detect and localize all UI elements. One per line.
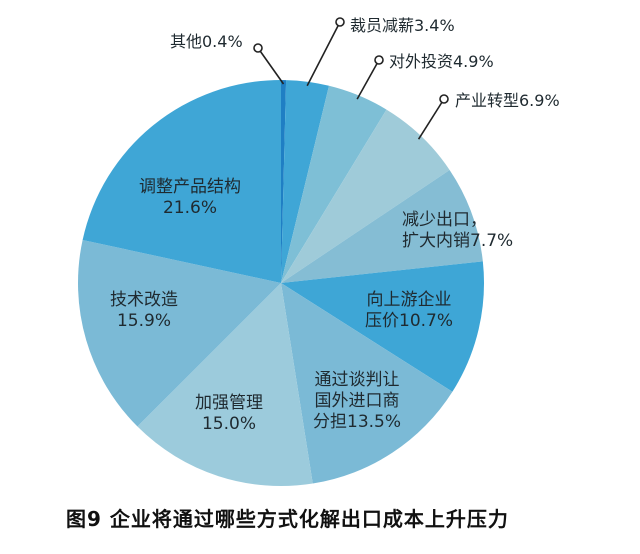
pie-slice: [281, 80, 287, 283]
leader-dot: [253, 43, 263, 53]
pie-slice: [137, 283, 313, 486]
pie-slice: [281, 85, 387, 283]
pie-slice: [281, 283, 453, 484]
label-invest: 对外投资4.9%: [389, 52, 494, 71]
leader-line: [417, 98, 445, 140]
leader-dot: [439, 94, 449, 104]
label-export: 减少出口， 扩大内销7.7%: [402, 210, 514, 251]
leader-line: [356, 59, 380, 100]
label-manage: 加强管理 15.0%: [195, 393, 263, 434]
label-upstream: 向上游企业 压价10.7%: [365, 290, 454, 331]
label-tech: 技术改造 15.9%: [110, 290, 178, 331]
label-transform: 产业转型6.9%: [455, 91, 560, 110]
label-other: 其他0.4%: [170, 32, 243, 51]
leader-dot: [374, 55, 384, 65]
pie-slice: [281, 80, 330, 283]
pie-slice: [281, 261, 484, 392]
leader-dot: [335, 17, 345, 27]
label-negotiate: 通过谈判让 国外进口商 分担13.5%: [313, 370, 402, 432]
pie-slice: [82, 80, 282, 283]
pie-slice: [281, 109, 450, 283]
label-layoff: 裁员减薪3.4%: [350, 16, 455, 35]
label-product: 调整产品结构 21.6%: [139, 177, 241, 218]
pie-slice: [281, 169, 483, 283]
pie-slice: [77, 239, 281, 427]
leader-line: [257, 47, 285, 85]
leader-line: [306, 21, 341, 87]
figure-caption: 图9 企业将通过哪些方式化解出口成本上升压力: [66, 507, 509, 531]
